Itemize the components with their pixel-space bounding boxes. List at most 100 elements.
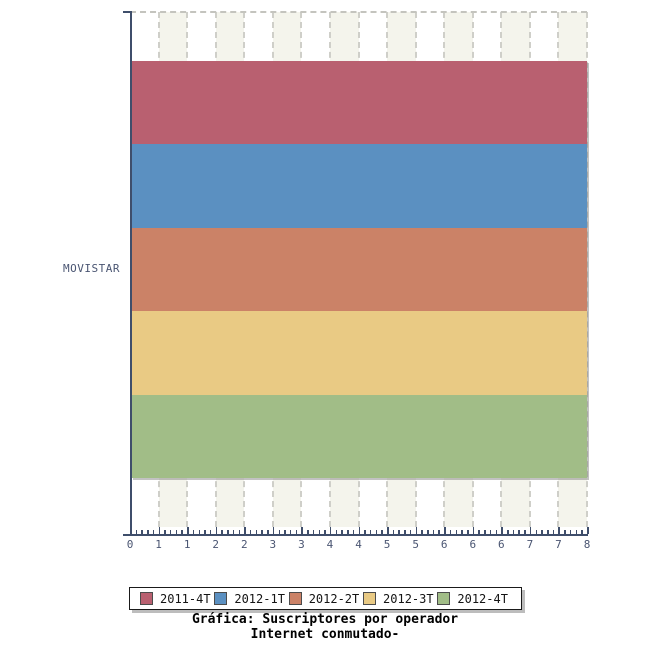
x-minor-tick: [547, 530, 549, 534]
bar-2012-3t: [131, 311, 587, 395]
x-minor-tick: [541, 530, 543, 534]
x-axis-line: [123, 534, 588, 536]
x-minor-tick: [192, 530, 195, 534]
plot-top-dashed-border: [130, 11, 587, 13]
x-minor-tick: [409, 530, 412, 534]
legend-swatch-2012-3t: [363, 592, 377, 605]
x-minor-tick: [507, 530, 509, 534]
x-minor-tick: [204, 530, 206, 534]
legend-swatch-2012-4t: [437, 592, 451, 605]
x-tick-label: 1: [183, 538, 191, 551]
legend-item-2012-3t: 2012-3T: [363, 592, 434, 606]
x-tick-label: 1: [155, 538, 162, 551]
x-tick-label: 8: [583, 538, 591, 551]
chart-subtitle: Internet conmutado-: [250, 626, 400, 642]
x-minor-tick: [512, 530, 515, 534]
x-major-tick: [130, 527, 132, 534]
legend-label: 2012-2T: [308, 591, 360, 606]
legend-label: 2011-4T: [160, 591, 211, 606]
x-minor-tick: [169, 530, 172, 534]
legend-swatch-2011-4t: [140, 592, 153, 605]
x-minor-tick: [181, 530, 183, 534]
x-tick-label: 0: [126, 538, 134, 551]
x-tick-label: 6: [440, 538, 448, 551]
x-minor-tick: [427, 530, 429, 534]
x-tick-label: 6: [498, 538, 505, 551]
x-tick-label: 3: [269, 538, 277, 551]
x-major-tick: [529, 527, 532, 534]
x-minor-tick: [489, 530, 492, 534]
x-minor-tick: [461, 530, 463, 534]
x-minor-tick: [352, 530, 355, 534]
chart-title-block: Gráfica: Suscriptores por operador Inter…: [0, 612, 650, 642]
x-minor-tick: [175, 530, 178, 534]
x-minor-tick: [467, 530, 469, 534]
legend-box: 2011-4T 2012-1T 2012-2T 2012-3T 2012-4T: [129, 587, 522, 610]
x-tick-label: 7: [526, 538, 534, 551]
x-minor-tick: [295, 530, 298, 534]
x-minor-tick: [221, 530, 223, 534]
x-tick-label: 6: [469, 538, 477, 551]
x-tick-label: 3: [298, 538, 305, 551]
legend-label: 2012-3T: [383, 591, 434, 606]
legend-label: 2012-1T: [234, 591, 285, 606]
x-minor-tick: [552, 530, 555, 534]
x-minor-tick: [398, 530, 400, 534]
bar-2011-4t: [131, 61, 587, 145]
x-axis-tick-labels: 0 1 1 2 2 3 3 4 4 5 5 6 6 6 7 7 8: [127, 538, 591, 553]
x-minor-tick: [289, 530, 292, 534]
x-minor-tick: [152, 530, 155, 534]
x-major-tick: [587, 527, 589, 534]
x-minor-tick: [255, 530, 258, 534]
x-major-tick: [358, 527, 360, 534]
x-tick-label: 4: [355, 538, 362, 551]
x-minor-tick: [261, 530, 263, 534]
x-minor-tick: [232, 530, 235, 534]
x-minor-tick: [432, 530, 435, 534]
x-minor-tick: [347, 530, 349, 534]
x-major-tick: [158, 527, 161, 534]
x-major-tick: [558, 527, 560, 534]
x-tick-label: 4: [326, 538, 334, 551]
x-minor-tick: [569, 530, 572, 534]
x-minor-tick: [518, 530, 520, 534]
x-minor-tick: [147, 530, 149, 534]
x-minor-tick: [141, 530, 143, 534]
x-major-tick: [501, 527, 503, 534]
x-minor-tick: [392, 530, 395, 534]
x-major-tick: [472, 527, 475, 534]
x-tick-label: 5: [412, 538, 419, 551]
x-tick-label: 2: [212, 538, 219, 551]
bar-2012-2t: [131, 227, 587, 312]
x-tick-label: 2: [240, 538, 248, 551]
x-axis-ticks: [130, 527, 589, 534]
bar-group-movistar: [131, 61, 587, 478]
x-minor-tick: [227, 530, 229, 534]
x-minor-tick: [364, 530, 366, 534]
x-minor-tick: [267, 530, 269, 534]
x-minor-tick: [209, 530, 212, 534]
bar-2012-1t: [131, 144, 587, 228]
x-minor-tick: [335, 530, 338, 534]
x-minor-tick: [307, 530, 309, 534]
x-major-tick: [444, 527, 446, 534]
x-minor-tick: [535, 530, 538, 534]
legend-item-2012-4t: 2012-4T: [437, 592, 508, 606]
x-minor-tick: [324, 530, 326, 534]
x-tick-label: 5: [383, 538, 391, 551]
x-minor-tick: [524, 530, 526, 534]
x-tick-label: 7: [555, 538, 562, 551]
x-major-tick: [215, 527, 218, 534]
x-minor-tick: [278, 530, 281, 534]
x-minor-tick: [312, 530, 315, 534]
x-minor-tick: [449, 530, 452, 534]
x-minor-tick: [318, 530, 320, 534]
x-minor-tick: [478, 530, 480, 534]
legend-item-2012-2t: 2012-2T: [288, 591, 360, 606]
x-minor-tick: [238, 530, 241, 534]
x-major-tick: [187, 527, 189, 534]
x-minor-tick: [421, 530, 423, 534]
legend-swatch-2012-2t: [288, 592, 302, 605]
legend-swatch-2012-1t: [214, 592, 228, 605]
